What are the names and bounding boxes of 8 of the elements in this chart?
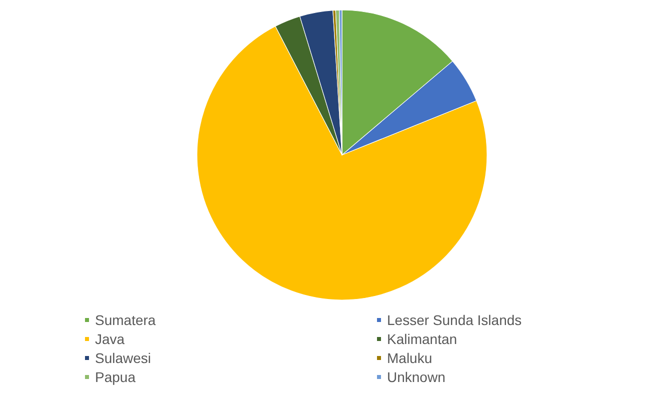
legend-label: Maluku: [387, 350, 432, 366]
legend-label: Papua: [95, 369, 136, 385]
legend-label: Sulawesi: [95, 350, 152, 366]
legend-label: Sumatera: [95, 312, 156, 328]
legend-label: Java: [95, 331, 125, 347]
legend-label: Lesser Sunda Islands: [387, 312, 522, 328]
legend-label: Kalimantan: [387, 331, 458, 347]
legend-label: Unknown: [387, 369, 446, 385]
